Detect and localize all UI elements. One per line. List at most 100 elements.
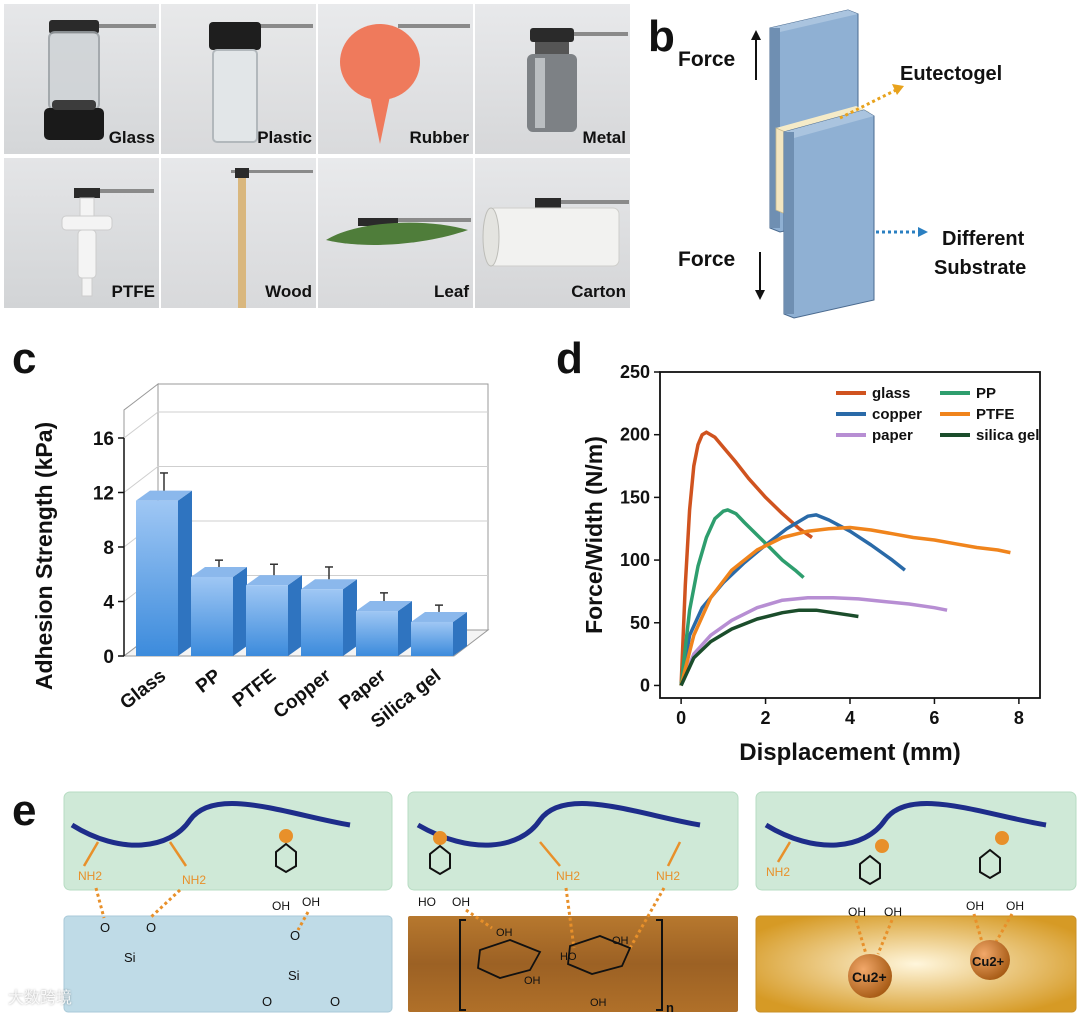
panel-b-schematic: Force Force Eutectogel Different Substra… <box>678 9 1026 319</box>
chart-c-bar-top <box>246 575 302 586</box>
chart-c-ytick-label: 16 <box>93 429 114 450</box>
chart-d-legend-label: copper <box>872 406 922 423</box>
e1-o-a: O <box>100 920 110 935</box>
e1-oh-a: OH <box>272 899 290 913</box>
e1-oh-b: OH <box>302 895 320 909</box>
chart-d-xtick-label: 4 <box>845 708 855 728</box>
e3-oh-b: OH <box>884 905 902 919</box>
chart-c-gridline <box>123 466 488 493</box>
chart-d-ytick-label: 200 <box>620 425 650 445</box>
chart-c-bar <box>411 621 453 656</box>
chart-d-ytick-label: 250 <box>620 362 650 382</box>
e2-n: n <box>666 1000 674 1015</box>
chart-d-series-line <box>679 595 948 687</box>
chart-d-legend-label: glass <box>872 385 910 402</box>
e3-oh-a: OH <box>848 905 866 919</box>
photo-rubber: Rubber <box>318 4 473 154</box>
chart-c-ytick-label: 0 <box>103 647 114 668</box>
e2-oh: OH <box>452 895 470 909</box>
photo-label-leaf: Leaf <box>434 282 469 301</box>
e1-si-b: Si <box>288 968 300 983</box>
chart-d-ytick-label: 150 <box>620 487 650 507</box>
e2-oh-d: OH <box>612 935 629 947</box>
photo-glass: Glass <box>4 4 159 154</box>
chart-c-bar-top <box>411 611 467 622</box>
e3-oh-d: OH <box>1006 899 1024 913</box>
chart-d-xtick-label: 2 <box>761 708 771 728</box>
photo-label-metal: Metal <box>582 128 626 147</box>
e2-nh2-b: NH2 <box>656 869 680 883</box>
label-substrate-line2: Substrate <box>934 257 1026 279</box>
chart-c-bar <box>246 585 288 656</box>
chart-c-bar-top <box>356 601 412 612</box>
chart-c-ytick-label: 12 <box>93 484 114 505</box>
panel-d-letter: d <box>556 334 583 383</box>
chart-d-series-line <box>679 525 1011 686</box>
chart-c-bar-side <box>178 490 192 656</box>
photo-label-wood: Wood <box>265 282 312 301</box>
photo-label-rubber: Rubber <box>409 128 470 147</box>
e3-nh2: NH2 <box>766 865 790 879</box>
e3-oh-c: OH <box>966 899 984 913</box>
chart-d-xtick-label: 6 <box>929 708 939 728</box>
chart-c-bar <box>136 500 178 656</box>
panel-a-photo-grid: Glass Plastic Rubber Metal <box>4 4 632 308</box>
photo-label-glass: Glass <box>108 128 155 147</box>
chart-c-ylabel: Adhesion Strength (kPa) <box>31 422 57 690</box>
chart-c-bar-top <box>301 579 357 590</box>
photo-leaf: Leaf <box>318 158 473 308</box>
e1-o-e: O <box>330 994 340 1009</box>
photo-plastic: Plastic <box>161 4 316 154</box>
chart-d-series-line <box>679 513 906 686</box>
chart-d-ytick-label: 0 <box>640 675 650 695</box>
e1-o-b: O <box>146 920 156 935</box>
chart-c-bar <box>301 589 343 656</box>
e2-oh-f: OH <box>590 997 607 1009</box>
chart-d-legend-label: PTFE <box>976 406 1014 423</box>
panel-d-line-chart: 0 2 4 6 8 0 50 100 150 200 250 Displacement (mm) For… <box>581 362 1041 766</box>
chart-c-ytick-label: 4 <box>103 593 114 614</box>
e3-cu-b: Cu2+ <box>972 954 1005 969</box>
e1-nh2-a: NH2 <box>78 869 102 883</box>
e1-si-a: Si <box>124 950 136 965</box>
panel-c-letter: c <box>12 334 37 383</box>
chart-c-bar-side <box>453 611 467 656</box>
label-eutectogel: Eutectogel <box>900 63 1002 85</box>
e2-oh-c: OH <box>496 927 513 939</box>
photo-label-carton: Carton <box>571 282 626 301</box>
e2-oh-e: OH <box>524 975 541 987</box>
chart-d-series-line <box>679 608 859 687</box>
photo-wood: Wood <box>161 158 316 308</box>
chart-d-xtick-label: 8 <box>1014 708 1024 728</box>
e2-ho: HO <box>418 895 436 909</box>
chart-c-bar-top <box>191 566 247 577</box>
e2-ho-c: HO <box>560 951 577 963</box>
chart-c-bar-side <box>398 601 412 656</box>
photo-label-plastic: Plastic <box>257 128 312 147</box>
photo-carton: Carton <box>475 158 630 308</box>
chart-d-ylabel: Force/Width (N/m) <box>581 436 607 634</box>
panel-e-letter: e <box>12 786 37 835</box>
chart-c-ytick-label: 8 <box>103 538 114 559</box>
chart-c-bar-side <box>288 575 302 656</box>
e3-cu-a: Cu2+ <box>852 969 887 985</box>
chart-c-xtick-label: Glass <box>116 665 170 713</box>
chart-c-bar <box>356 611 398 656</box>
e2-nh2-a: NH2 <box>556 869 580 883</box>
copper-ion-b <box>970 940 1010 980</box>
chart-d-xtick-label: 0 <box>676 708 686 728</box>
chart-d-legend-label: paper <box>872 427 913 444</box>
chart-d-series-line <box>679 430 813 686</box>
chart-c-bar <box>191 576 233 656</box>
chart-d-xlabel: Displacement (mm) <box>739 739 960 766</box>
e1-o-d: O <box>262 994 272 1009</box>
label-force-bottom: Force <box>678 248 735 271</box>
photo-label-ptfe: PTFE <box>111 282 155 301</box>
panel-b-letter: b <box>648 12 675 61</box>
e1-o-c: O <box>290 928 300 943</box>
panel-e-schematic: NH2 NH2 OH OH O O Si O Si O O HO OH NH2 … <box>63 791 1077 1015</box>
chart-c-bar-side <box>233 566 247 656</box>
chart-c-bar-top <box>136 490 192 501</box>
chart-c-xtick-label: PP <box>192 665 225 697</box>
